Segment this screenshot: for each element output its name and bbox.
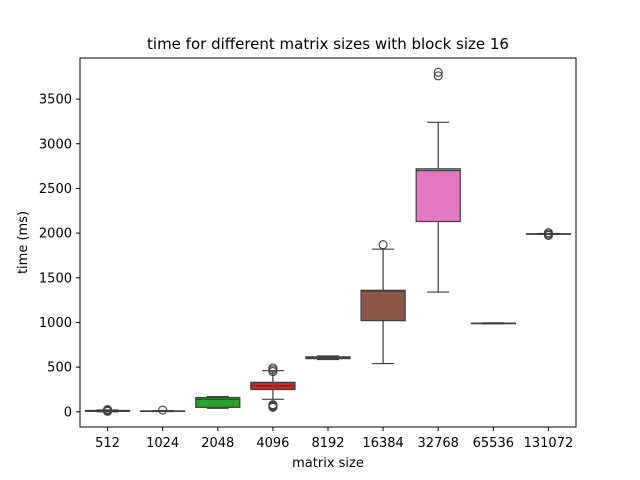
x-tick-label: 131072 <box>524 436 574 451</box>
outlier-point <box>433 71 443 81</box>
box-512 <box>84 405 131 416</box>
outlier-point <box>378 240 388 250</box>
plot-frame <box>79 57 577 428</box>
box-body <box>360 289 406 322</box>
x-tick-label: 4096 <box>256 436 289 451</box>
box-body <box>415 168 461 223</box>
y-tick-label: 500 <box>47 361 72 376</box>
y-tick-label: 3500 <box>39 93 72 108</box>
box-1024 <box>140 405 186 415</box>
box-body <box>195 396 241 408</box>
x-axis-label: matrix size <box>292 456 364 471</box>
x-tick-label: 1024 <box>146 436 179 451</box>
outlier-point <box>158 405 168 415</box>
box-8192 <box>305 355 351 361</box>
y-tick-label: 2500 <box>39 182 72 197</box>
outlier-point <box>268 400 278 410</box>
x-tick-label: 512 <box>95 436 120 451</box>
x-tick-label: 65536 <box>473 436 514 451</box>
y-tick-label: 1000 <box>39 316 72 331</box>
x-tick-label: 16384 <box>362 436 403 451</box>
outlier-point <box>103 405 113 415</box>
box-65536 <box>470 322 516 325</box>
outlier-point <box>543 228 553 238</box>
y-tick-label: 1500 <box>39 271 72 286</box>
y-tick-label: 3000 <box>39 137 72 152</box>
outlier-point <box>268 363 278 373</box>
y-tick-label: 0 <box>64 405 72 420</box>
chart-title: time for different matrix sizes with blo… <box>147 35 509 53</box>
box-4096 <box>250 363 296 412</box>
box-2048 <box>195 396 241 409</box>
plot-area <box>80 58 576 427</box>
y-axis-label: time (ms) <box>16 211 31 274</box>
x-tick-label: 32768 <box>418 436 459 451</box>
box-32768 <box>415 67 461 293</box>
x-tick-label: 2048 <box>201 436 234 451</box>
box-131072 <box>525 228 572 240</box>
y-tick-label: 2000 <box>39 227 72 242</box>
outlier-point <box>433 67 443 77</box>
box-16384 <box>360 240 406 365</box>
x-tick-label: 8192 <box>311 436 344 451</box>
